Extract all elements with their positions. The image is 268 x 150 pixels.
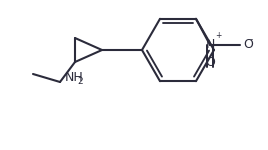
Text: +: +: [215, 31, 221, 40]
Text: NH: NH: [65, 71, 84, 84]
Text: 2: 2: [77, 77, 83, 86]
Text: N: N: [205, 38, 215, 51]
Text: O: O: [243, 38, 253, 51]
Text: -: -: [250, 35, 253, 44]
Text: O: O: [205, 56, 215, 69]
